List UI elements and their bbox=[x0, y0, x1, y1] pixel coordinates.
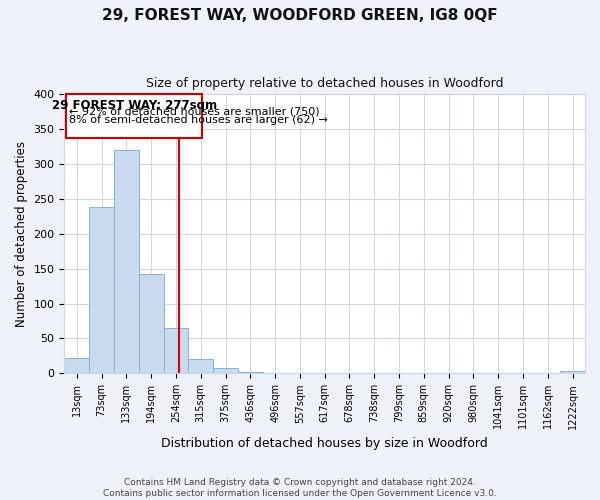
Bar bbox=[114, 150, 139, 374]
FancyBboxPatch shape bbox=[67, 94, 202, 138]
Bar bbox=[238, 372, 263, 374]
Text: 29 FOREST WAY: 277sqm: 29 FOREST WAY: 277sqm bbox=[52, 100, 217, 112]
Text: 8% of semi-detached houses are larger (62) →: 8% of semi-detached houses are larger (6… bbox=[70, 116, 328, 126]
Bar bbox=[64, 358, 89, 374]
Text: ← 92% of detached houses are smaller (750): ← 92% of detached houses are smaller (75… bbox=[70, 107, 320, 117]
Title: Size of property relative to detached houses in Woodford: Size of property relative to detached ho… bbox=[146, 78, 503, 90]
Text: 29, FOREST WAY, WOODFORD GREEN, IG8 0QF: 29, FOREST WAY, WOODFORD GREEN, IG8 0QF bbox=[102, 8, 498, 22]
Bar bbox=[164, 328, 188, 374]
Bar bbox=[213, 368, 238, 374]
X-axis label: Distribution of detached houses by size in Woodford: Distribution of detached houses by size … bbox=[161, 437, 488, 450]
Text: Contains HM Land Registry data © Crown copyright and database right 2024.
Contai: Contains HM Land Registry data © Crown c… bbox=[103, 478, 497, 498]
Bar bbox=[560, 371, 585, 374]
Bar bbox=[89, 208, 114, 374]
Bar bbox=[139, 274, 164, 374]
Bar bbox=[188, 358, 213, 374]
Y-axis label: Number of detached properties: Number of detached properties bbox=[15, 141, 28, 327]
